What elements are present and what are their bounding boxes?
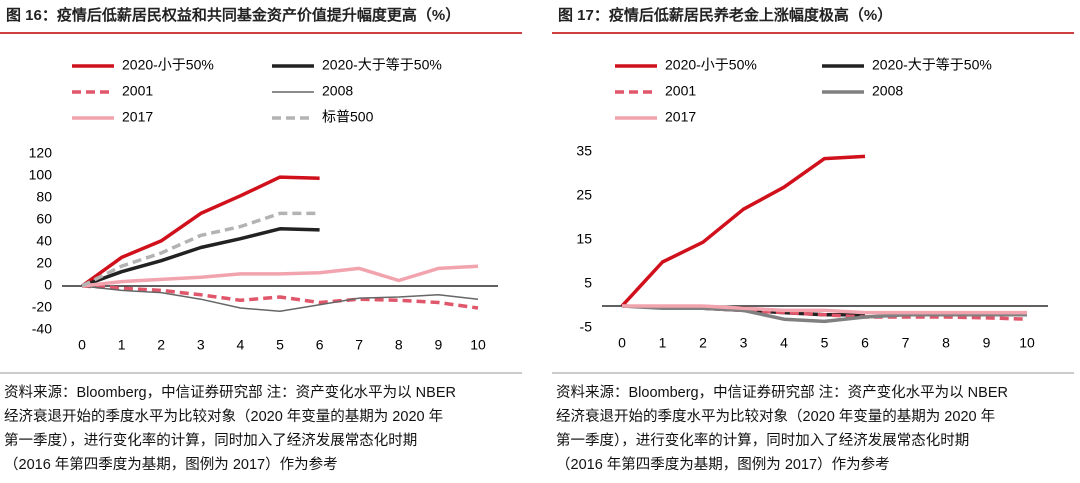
x-tick-label: 6 — [861, 335, 869, 351]
legend-label: 2017 — [122, 109, 153, 125]
y-tick-label: 60 — [36, 211, 52, 227]
source-note: 第一季度），进行变化率的计算，同时加入了经济发展常态化时期 — [4, 431, 417, 449]
chart-title: 图 17：疫情后低薪居民养老金上涨幅度极高（%） — [558, 6, 892, 24]
y-tick-label: 40 — [36, 233, 52, 249]
legend-label: 2008 — [322, 83, 353, 99]
y-tick-label: -20 — [32, 299, 52, 315]
x-tick-label: 2 — [699, 335, 707, 351]
series-line — [81, 264, 479, 288]
x-tick-label: 5 — [821, 335, 829, 351]
x-tick-label: 3 — [740, 335, 748, 351]
legend-label: 2020-小于50% — [665, 57, 757, 73]
source-note: （2016 年第四季度为基期，图例为 2017）作为参考 — [4, 455, 338, 473]
series-line — [621, 304, 1028, 321]
x-tick-label: 0 — [78, 337, 86, 353]
x-tick-label: 7 — [355, 337, 363, 353]
y-tick-label: 100 — [29, 167, 53, 183]
y-tick-label: 5 — [584, 275, 592, 291]
x-tick-label: 9 — [435, 337, 443, 353]
legend-label: 2020-小于50% — [122, 57, 214, 73]
x-tick-label: 10 — [470, 337, 486, 353]
series-line — [620, 154, 866, 308]
y-tick-label: 35 — [576, 143, 592, 159]
x-tick-label: 5 — [276, 337, 284, 353]
x-tick-label: 7 — [902, 335, 910, 351]
source-note: 第一季度），进行变化率的计算，同时加入了经济发展常态化时期 — [556, 431, 969, 449]
y-tick-label: 80 — [36, 189, 52, 205]
series-line — [81, 227, 320, 288]
x-tick-label: 1 — [118, 337, 126, 353]
series-line — [621, 304, 1027, 324]
x-tick-label: 9 — [983, 335, 991, 351]
y-tick-label: -5 — [580, 319, 593, 335]
x-tick-label: 4 — [780, 335, 788, 351]
x-tick-label: 6 — [316, 337, 324, 353]
legend-label: 2001 — [122, 83, 153, 99]
source-note: 资料来源：Bloomberg，中信证券研究部 注：资产变化水平为以 NBER — [556, 384, 1008, 401]
legend-label: 2020-大于等于50% — [872, 57, 992, 73]
source-note: 经济衰退开始的季度水平为比较对象（2020 年变量的基期为 2020 年 — [4, 407, 443, 425]
x-tick-label: 0 — [618, 335, 626, 351]
y-tick-label: 15 — [576, 231, 592, 247]
legend-label: 2017 — [665, 109, 696, 125]
x-tick-label: 8 — [942, 335, 950, 351]
series-line — [81, 285, 479, 313]
x-tick-label: 2 — [157, 337, 165, 353]
x-tick-label: 1 — [659, 335, 667, 351]
series-line — [81, 211, 320, 288]
x-tick-label: 3 — [197, 337, 205, 353]
x-tick-label: 8 — [395, 337, 403, 353]
source-note: 资料来源：Bloomberg，中信证券研究部 注：资产变化水平为以 NBER — [4, 384, 456, 401]
y-tick-label: 25 — [576, 187, 592, 203]
source-note: （2016 年第四季度为基期，图例为 2017）作为参考 — [556, 455, 890, 473]
series-line — [622, 304, 1027, 315]
series-line — [81, 284, 479, 310]
legend-label: 2008 — [872, 83, 903, 99]
y-tick-label: 20 — [36, 255, 52, 271]
source-note: 经济衰退开始的季度水平为比较对象（2020 年变量的基期为 2020 年 — [556, 407, 995, 425]
series-line — [80, 175, 320, 288]
x-tick-label: 10 — [1019, 335, 1035, 351]
legend-label: 2001 — [665, 83, 696, 99]
x-tick-label: 4 — [237, 337, 245, 353]
y-tick-label: 120 — [29, 145, 53, 161]
legend-label: 标普500 — [322, 109, 374, 125]
legend-label: 2020-大于等于50% — [322, 57, 442, 73]
y-tick-label: -40 — [32, 321, 52, 337]
chart-title: 图 16：疫情后低薪居民权益和共同基金资产价值提升幅度更高（%） — [6, 6, 460, 24]
y-tick-label: 0 — [44, 277, 52, 293]
